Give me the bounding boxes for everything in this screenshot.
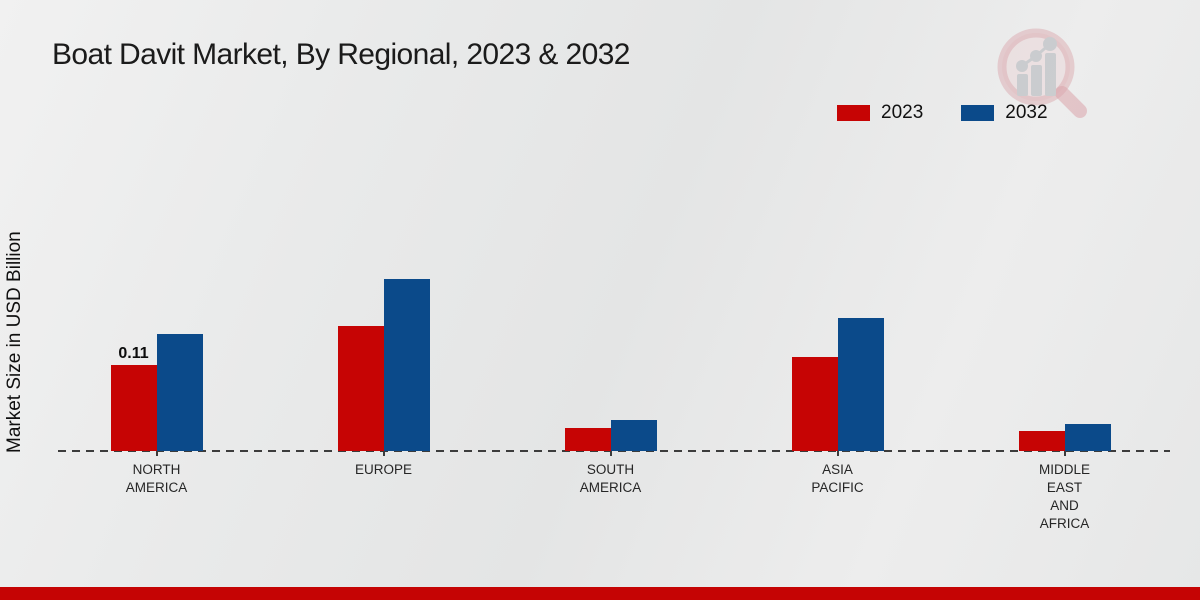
legend: 2023 2032 xyxy=(837,102,1048,124)
x-axis-tick xyxy=(609,451,612,456)
legend-swatch-2032 xyxy=(961,105,995,121)
x-axis-category-label: MIDDLE EAST AND AFRICA xyxy=(1038,462,1090,531)
x-axis-tick xyxy=(836,451,839,456)
bar-2023 xyxy=(791,357,838,451)
bar-2023 xyxy=(337,326,384,451)
chart-title: Boat Davit Market, By Regional, 2023 & 2… xyxy=(52,38,630,71)
x-axis-category-label: NORTH AMERICA xyxy=(125,462,188,495)
x-axis-category-label: EUROPE xyxy=(354,462,412,477)
bar-pair xyxy=(791,318,884,451)
legend-swatch-2023 xyxy=(837,105,870,121)
bar-group: EUROPE xyxy=(270,150,497,477)
x-axis-category-label: ASIA PACIFIC xyxy=(811,462,864,495)
magnifier-bar-chart-logo-icon xyxy=(997,28,1087,118)
legend-label-2032: 2032 xyxy=(1005,102,1048,123)
bar-2032 xyxy=(1064,424,1111,451)
bar-pair xyxy=(1018,424,1111,451)
legend-label-2023: 2023 xyxy=(881,102,924,123)
bar-2032 xyxy=(383,279,430,451)
bar-2032 xyxy=(837,318,884,451)
bar-group: MIDDLE EAST AND AFRICA xyxy=(951,150,1178,531)
bar-group: ASIA PACIFIC xyxy=(724,150,951,495)
legend-item-2023: 2023 xyxy=(837,102,923,124)
x-axis-tick xyxy=(382,451,385,456)
x-axis-tick xyxy=(155,451,158,456)
bar-pair: 0.11 xyxy=(110,334,203,451)
bar-2032 xyxy=(156,334,203,451)
bar-2023: 0.11 xyxy=(110,345,157,451)
x-axis-category-label: SOUTH AMERICA xyxy=(579,462,642,495)
bar-value-label: 0.11 xyxy=(118,345,149,362)
x-axis-tick xyxy=(1063,451,1066,456)
bar-pair xyxy=(564,420,657,451)
bar-pair xyxy=(337,279,430,451)
bar-group: SOUTH AMERICA xyxy=(497,150,724,495)
bar-group: 0.11 NORTH AMERICA xyxy=(43,150,270,495)
y-axis-title: Market Size in USD Billion xyxy=(4,231,25,454)
x-axis-line xyxy=(58,450,1170,452)
plot-area: 0.11 NORTH AMERICA EUROPE SOUTH AMERICA ASIA… xyxy=(43,150,1178,531)
footer-red-bar xyxy=(0,587,1200,600)
bar-2023 xyxy=(1018,431,1065,451)
bar-2023 xyxy=(564,428,611,451)
bar-2032 xyxy=(610,420,657,451)
legend-item-2032: 2032 xyxy=(961,102,1048,124)
